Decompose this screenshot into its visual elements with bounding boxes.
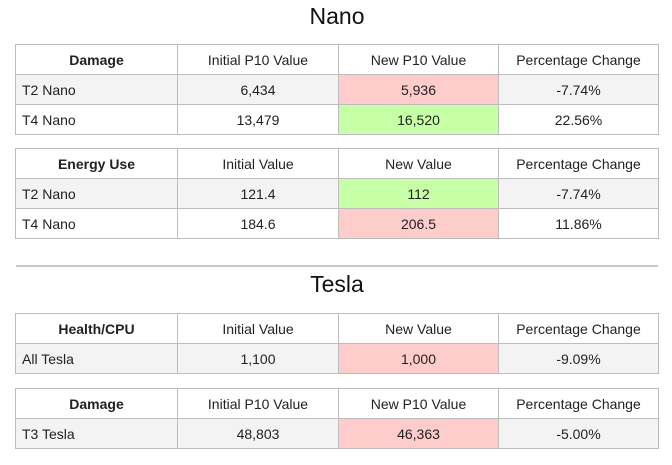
header-new: New P10 Value	[338, 44, 499, 75]
percentage-change: -7.74%	[498, 178, 659, 209]
nano-damage-table: Damage Initial P10 Value New P10 Value P…	[15, 44, 659, 135]
table-header-row: Damage Initial P10 Value New P10 Value P…	[15, 388, 659, 419]
percentage-change: -7.74%	[498, 74, 659, 105]
initial-value: 1,100	[177, 343, 339, 374]
table-header-row: Health/CPU Initial Value New Value Perce…	[15, 313, 659, 344]
new-value: 46,363	[338, 418, 499, 449]
percentage-change: -9.09%	[498, 343, 659, 374]
section-title-nano: Nano	[309, 3, 365, 29]
header-metric: Damage	[15, 388, 178, 419]
header-change: Percentage Change	[498, 388, 659, 419]
nano-energy-table: Energy Use Initial Value New Value Perce…	[15, 148, 659, 239]
tesla-health-table: Health/CPU Initial Value New Value Perce…	[15, 313, 659, 374]
initial-value: 121.4	[177, 178, 339, 209]
header-new: New P10 Value	[338, 388, 499, 419]
tesla-damage-table: Damage Initial P10 Value New P10 Value P…	[15, 388, 659, 449]
new-value: 112	[338, 178, 499, 209]
initial-value: 6,434	[177, 74, 339, 105]
header-metric: Damage	[15, 44, 178, 75]
section-title-tesla: Tesla	[310, 271, 364, 297]
header-initial: Initial P10 Value	[177, 388, 339, 419]
row-label: T4 Nano	[15, 104, 178, 135]
table-row: T3 Tesla 48,803 46,363 -5.00%	[15, 418, 659, 449]
table-row: T4 Nano 13,479 16,520 22.56%	[15, 104, 659, 135]
new-value: 206.5	[338, 208, 499, 239]
row-label: T3 Tesla	[15, 418, 178, 449]
initial-value: 13,479	[177, 104, 339, 135]
table-row: T4 Nano 184.6 206.5 11.86%	[15, 208, 659, 239]
header-metric: Health/CPU	[15, 313, 178, 344]
header-change: Percentage Change	[498, 313, 659, 344]
row-label: T2 Nano	[15, 74, 178, 105]
header-change: Percentage Change	[498, 148, 659, 179]
section-divider	[16, 265, 658, 267]
table-header-row: Damage Initial P10 Value New P10 Value P…	[15, 44, 659, 75]
percentage-change: -5.00%	[498, 418, 659, 449]
row-label: T4 Nano	[15, 208, 178, 239]
row-label: All Tesla	[15, 343, 178, 374]
header-initial: Initial Value	[177, 148, 339, 179]
row-label: T2 Nano	[15, 178, 178, 209]
table-row: All Tesla 1,100 1,000 -9.09%	[15, 343, 659, 374]
new-value: 1,000	[338, 343, 499, 374]
table-header-row: Energy Use Initial Value New Value Perce…	[15, 148, 659, 179]
table-row: T2 Nano 6,434 5,936 -7.74%	[15, 74, 659, 105]
new-value: 16,520	[338, 104, 499, 135]
initial-value: 184.6	[177, 208, 339, 239]
initial-value: 48,803	[177, 418, 339, 449]
header-new: New Value	[338, 313, 499, 344]
header-new: New Value	[338, 148, 499, 179]
header-initial: Initial P10 Value	[177, 44, 339, 75]
percentage-change: 22.56%	[498, 104, 659, 135]
header-change: Percentage Change	[498, 44, 659, 75]
table-row: T2 Nano 121.4 112 -7.74%	[15, 178, 659, 209]
percentage-change: 11.86%	[498, 208, 659, 239]
new-value: 5,936	[338, 74, 499, 105]
header-metric: Energy Use	[15, 148, 178, 179]
header-initial: Initial Value	[177, 313, 339, 344]
